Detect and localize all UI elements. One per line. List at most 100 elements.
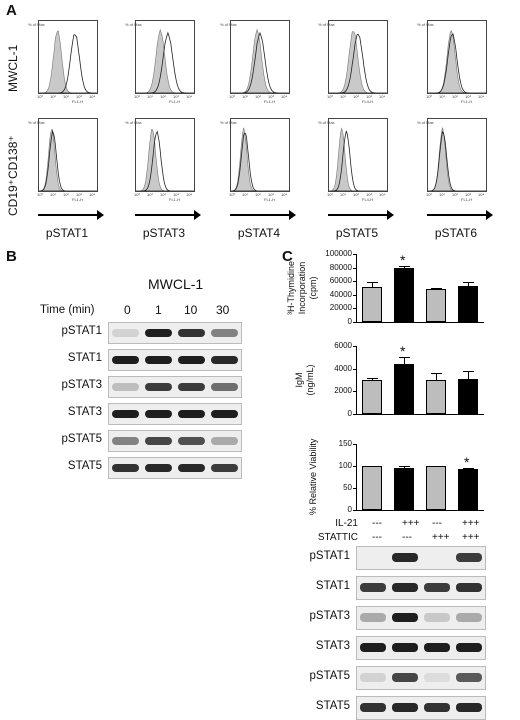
histogram-x-tick: 10¹ [340, 192, 346, 197]
histogram-axis-arrow [38, 214, 98, 216]
blot-band [392, 643, 418, 652]
chart-bar [394, 468, 414, 510]
chart-y-tick: 100000 [312, 249, 352, 258]
blot-band [178, 437, 205, 445]
flow-histogram-pstat4-row1 [230, 20, 290, 94]
chart-y-label: (ng/mL) [305, 341, 315, 419]
il21-condition: --- [432, 518, 442, 529]
chart-error-cap [463, 371, 474, 372]
blot-stat5 [356, 696, 486, 720]
chart-bar [426, 466, 446, 510]
histogram-axis-arrow [328, 214, 388, 216]
blot-band [392, 703, 418, 712]
histogram-x-tick: 10² [160, 192, 166, 197]
flow-histogram-pstat5-row2 [328, 118, 388, 192]
chart-bar [394, 268, 414, 322]
chart-y-tick: 100 [312, 461, 352, 470]
blot-label-stat1: STAT1 [296, 580, 350, 592]
blot-band [456, 703, 482, 712]
histogram-x-tick: 10³ [268, 192, 274, 197]
blot-band [360, 703, 386, 712]
chart-bar [458, 469, 478, 510]
chart-y-label: ³H-Thymidine [286, 249, 296, 327]
histogram-x-tick: 10¹ [242, 192, 248, 197]
chart-error-bar [468, 371, 469, 379]
blot-band [178, 383, 205, 391]
histogram-x-tick: 10³ [268, 94, 274, 99]
flow-histogram-pstat5-row1 [328, 20, 388, 94]
blot-band [456, 673, 482, 682]
chart-error-bar [436, 373, 437, 380]
histogram-x-tick: 10¹ [147, 192, 153, 197]
blot-pstat5 [356, 666, 486, 690]
chart-x-axis [356, 414, 484, 415]
histogram-x-tick: 10³ [173, 192, 179, 197]
blot-label-stat3: STAT3 [36, 406, 102, 418]
blot-band [360, 613, 386, 622]
histogram-axis-arrow [135, 214, 195, 216]
chart-y-tick-mark [353, 281, 356, 282]
chart-y-tick-mark [353, 322, 356, 323]
flow-histogram-pstat6-row2 [427, 118, 487, 192]
blot-band [424, 673, 450, 682]
chart-x-axis [356, 510, 484, 511]
chart-y-label: % Relative Viability [308, 439, 318, 515]
histogram-x-tick: 10⁰ [426, 192, 432, 197]
histogram-x-tick: 10¹ [242, 94, 248, 99]
histogram-x-axis-label: FL1-H [264, 99, 275, 104]
stattic-condition: --- [372, 532, 382, 543]
blot-label-pstat3: pSTAT3 [36, 379, 102, 391]
blot-stat3 [108, 403, 242, 425]
histogram-x-axis-label: FL1-H [169, 99, 180, 104]
chart-error-cap [463, 282, 474, 283]
histogram-y-axis-label: % of Max [28, 22, 45, 27]
panel-b-letter: B [6, 248, 17, 265]
chart-bar [362, 287, 382, 322]
blot-label-pstat3: pSTAT3 [296, 610, 350, 622]
blot-stat5 [108, 457, 242, 479]
il21-label: IL-21 [318, 518, 358, 529]
blot-band [112, 437, 139, 445]
histogram-x-tick: 10³ [465, 94, 471, 99]
blot-band [456, 583, 482, 592]
chart-y-tick-mark [353, 369, 356, 370]
histogram-x-tick: 10² [255, 192, 261, 197]
histogram-x-tick: 10² [452, 94, 458, 99]
histogram-x-tick: 10⁴ [379, 94, 385, 99]
blot-band [112, 329, 139, 337]
blot-band [211, 437, 238, 445]
blot-band [211, 356, 238, 364]
chart-y-tick: 0 [312, 505, 352, 514]
chart-bar [458, 286, 478, 322]
histogram-x-tick: 10⁴ [281, 192, 287, 197]
histogram-axis-arrow [427, 214, 487, 216]
row-label-mwcl1: MWCL-1 [6, 45, 20, 92]
chart-error-cap [367, 282, 378, 283]
histogram-x-tick: 10¹ [439, 192, 445, 197]
chart-y-tick-mark [353, 295, 356, 296]
blot-band [178, 329, 205, 337]
histogram-x-axis-label: FL1-H [72, 197, 83, 202]
histogram-y-axis-label: % of Max [28, 120, 45, 125]
histogram-x-tick: 10⁰ [37, 94, 43, 99]
chart-bar [362, 380, 382, 414]
histogram-x-tick: 10⁴ [379, 192, 385, 197]
histogram-x-tick: 10² [353, 192, 359, 197]
chart-error-cap [367, 466, 378, 467]
blot-band [211, 329, 238, 337]
time-1: 1 [155, 303, 162, 317]
chart-bar [426, 289, 446, 322]
blot-band [392, 583, 418, 592]
histogram-x-tick: 10⁴ [89, 94, 95, 99]
blot-band [424, 703, 450, 712]
column-label-pstat5: pSTAT5 [324, 226, 390, 240]
chart-y-tick: 150 [312, 439, 352, 448]
flow-histogram-pstat3-row2 [135, 118, 195, 192]
histogram-x-axis-label: FL1-H [72, 99, 83, 104]
histogram-x-tick: 10⁰ [37, 192, 43, 197]
chart-y-axis [356, 254, 357, 322]
blot-band [456, 613, 482, 622]
chart-error-cap [431, 466, 442, 467]
blot-label-pstat1: pSTAT1 [296, 550, 350, 562]
blot-label-stat5: STAT5 [36, 460, 102, 472]
